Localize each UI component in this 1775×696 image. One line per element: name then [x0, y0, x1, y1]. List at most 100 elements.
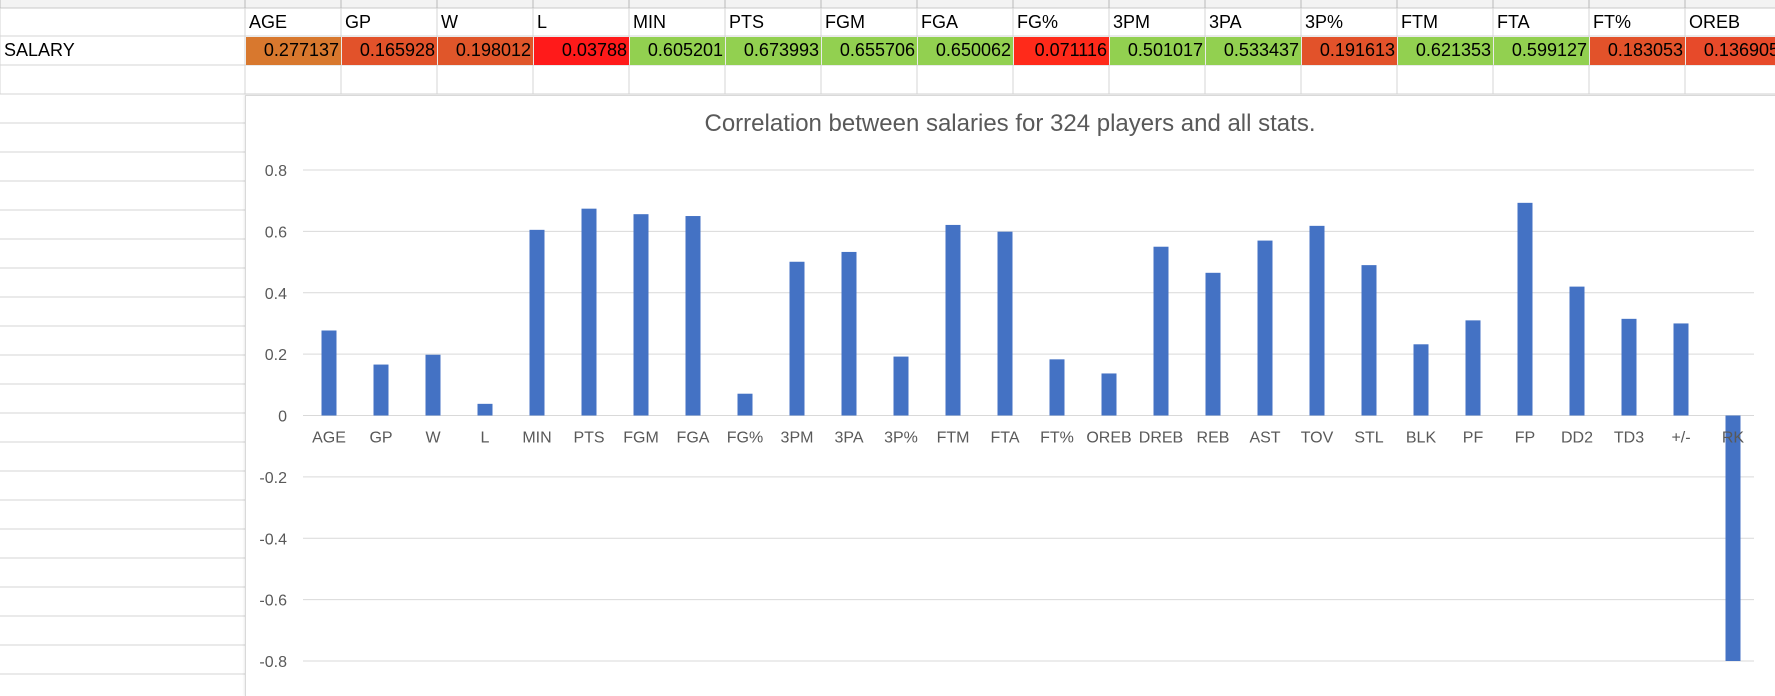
x-tick-label: 3PA — [834, 430, 863, 447]
y-tick-label: -0.6 — [259, 593, 287, 610]
correlation-value-cell[interactable]: 0.277137 — [246, 37, 341, 65]
y-tick-label: 0.2 — [265, 347, 287, 364]
correlation-value-cell[interactable]: 0.650062 — [918, 37, 1013, 65]
x-tick-label: FGA — [677, 430, 710, 447]
column-header-cell[interactable]: FG% — [1017, 12, 1059, 32]
bar-blk[interactable] — [1413, 344, 1429, 416]
chart-plot: 0.8 0.6 0.4 0.2 0 -0.2 -0.4 -0.6 -0.8 AGE GP W L MIN P… — [259, 163, 1754, 671]
bar-w[interactable] — [425, 354, 441, 416]
column-header-cell[interactable]: FGM — [825, 12, 865, 32]
column-header-cell[interactable]: FTA — [1497, 12, 1530, 32]
chart-object[interactable]: Correlation between salaries for 324 pla… — [245, 95, 1775, 696]
column-header-cell[interactable]: MIN — [633, 12, 666, 32]
correlation-value-cell[interactable]: 0.183053 — [1590, 37, 1685, 65]
x-tick-label: MIN — [522, 430, 551, 447]
correlation-value-cell[interactable]: 0.165928 — [342, 37, 437, 65]
x-tick-label: 3PM — [781, 430, 814, 447]
column-header-cell[interactable]: W — [441, 12, 458, 32]
x-tick-label: REB — [1197, 430, 1230, 447]
x-tick-label: DD2 — [1561, 430, 1593, 447]
correlation-value-cell[interactable]: 0.071116 — [1014, 37, 1109, 65]
correlation-value-cell[interactable]: 0.191613 — [1302, 37, 1397, 65]
correlation-value-cell[interactable]: 0.03788 — [534, 37, 629, 65]
bar-dd2[interactable] — [1569, 286, 1585, 416]
x-tick-label: L — [481, 430, 490, 447]
bar-fp[interactable] — [1517, 202, 1533, 416]
x-tick-label: FP — [1515, 430, 1535, 447]
correlation-value-cell[interactable]: 0.621353 — [1398, 37, 1493, 65]
column-header-cell[interactable]: AGE — [249, 12, 288, 32]
correlation-value-cell[interactable]: 0.605201 — [630, 37, 725, 65]
bar-pf[interactable] — [1465, 320, 1481, 416]
x-tick-label: DREB — [1139, 430, 1183, 447]
bar-fta[interactable] — [997, 231, 1013, 416]
bar-rk[interactable] — [1725, 415, 1741, 662]
correlation-value-cell[interactable]: 0.533437 — [1206, 37, 1301, 65]
y-tick-label: 0.4 — [265, 286, 287, 303]
x-tick-label: STL — [1354, 430, 1383, 447]
x-tick-label: 3P% — [884, 430, 918, 447]
bar-gp[interactable] — [373, 364, 389, 416]
x-tick-label: FTA — [990, 430, 1019, 447]
bar-oreb[interactable] — [1101, 373, 1117, 416]
x-tick-label: FG% — [727, 430, 763, 447]
x-tick-label: AGE — [312, 430, 346, 447]
bar-reb[interactable] — [1205, 272, 1221, 416]
chart-title: Correlation between salaries for 324 pla… — [704, 110, 1316, 137]
correlation-value-cell[interactable]: 0.673993 — [726, 37, 821, 65]
row-label-cell[interactable]: SALARY — [4, 40, 75, 60]
x-tick-label: OREB — [1086, 430, 1131, 447]
bar-tov[interactable] — [1309, 225, 1325, 416]
column-header-cell[interactable]: FT% — [1593, 12, 1631, 32]
correlation-value-cell[interactable]: 0.198012 — [438, 37, 533, 65]
column-header-cell[interactable]: OREB — [1689, 12, 1741, 32]
correlation-value-cell[interactable]: 0.136905 — [1686, 37, 1775, 65]
x-tick-label: RK — [1722, 430, 1745, 447]
bar-ft%[interactable] — [1049, 359, 1065, 416]
bar-+/-[interactable] — [1673, 323, 1689, 416]
x-tick-label: PTS — [573, 430, 604, 447]
correlation-value-cell[interactable]: 0.599127 — [1494, 37, 1589, 65]
column-header-cell[interactable]: L — [537, 12, 548, 32]
bar-pts[interactable] — [581, 208, 597, 416]
y-tick-label: 0 — [278, 409, 287, 426]
x-tick-label: FTM — [937, 430, 970, 447]
bar-3pm[interactable] — [789, 261, 805, 416]
bar-l[interactable] — [477, 403, 493, 416]
y-tick-label: -0.8 — [259, 654, 287, 671]
bar-fg%[interactable] — [737, 393, 753, 416]
x-tick-label: +/- — [1671, 430, 1690, 447]
bar-fga[interactable] — [685, 216, 701, 416]
x-tick-label: PF — [1463, 430, 1484, 447]
bar-3pa[interactable] — [841, 251, 857, 416]
column-header-cell[interactable]: GP — [345, 12, 372, 32]
x-tick-label: GP — [369, 430, 392, 447]
column-header-cell[interactable]: 3PM — [1113, 12, 1151, 32]
correlation-value-cell[interactable]: 0.501017 — [1110, 37, 1205, 65]
column-header-cell[interactable]: FGA — [921, 12, 959, 32]
x-tick-label: W — [425, 430, 441, 447]
x-tick-label: TOV — [1301, 430, 1334, 447]
y-tick-label: -0.4 — [259, 531, 287, 548]
correlation-value-cell[interactable]: 0.655706 — [822, 37, 917, 65]
bar-min[interactable] — [529, 229, 545, 416]
bar-ast[interactable] — [1257, 240, 1273, 416]
column-header-cell[interactable]: 3PA — [1209, 12, 1242, 32]
x-tick-label: FGM — [623, 430, 659, 447]
x-tick-label: BLK — [1406, 430, 1437, 447]
bar-age[interactable] — [321, 330, 337, 416]
bar-ftm[interactable] — [945, 224, 961, 416]
y-tick-label: -0.2 — [259, 470, 287, 487]
column-header-cell[interactable]: 3P% — [1305, 12, 1344, 32]
column-header-cell[interactable]: PTS — [729, 12, 765, 32]
x-tick-label: TD3 — [1614, 430, 1644, 447]
y-tick-label: 0.6 — [265, 224, 287, 241]
bar-3p%[interactable] — [893, 356, 909, 416]
bar-stl[interactable] — [1361, 265, 1377, 416]
column-header-cell[interactable]: FTM — [1401, 12, 1438, 32]
bar-fgm[interactable] — [633, 214, 649, 416]
bar-td3[interactable] — [1621, 318, 1637, 416]
x-tick-label: FT% — [1040, 430, 1074, 447]
y-tick-label: 0.8 — [265, 163, 287, 180]
bar-dreb[interactable] — [1153, 246, 1169, 416]
